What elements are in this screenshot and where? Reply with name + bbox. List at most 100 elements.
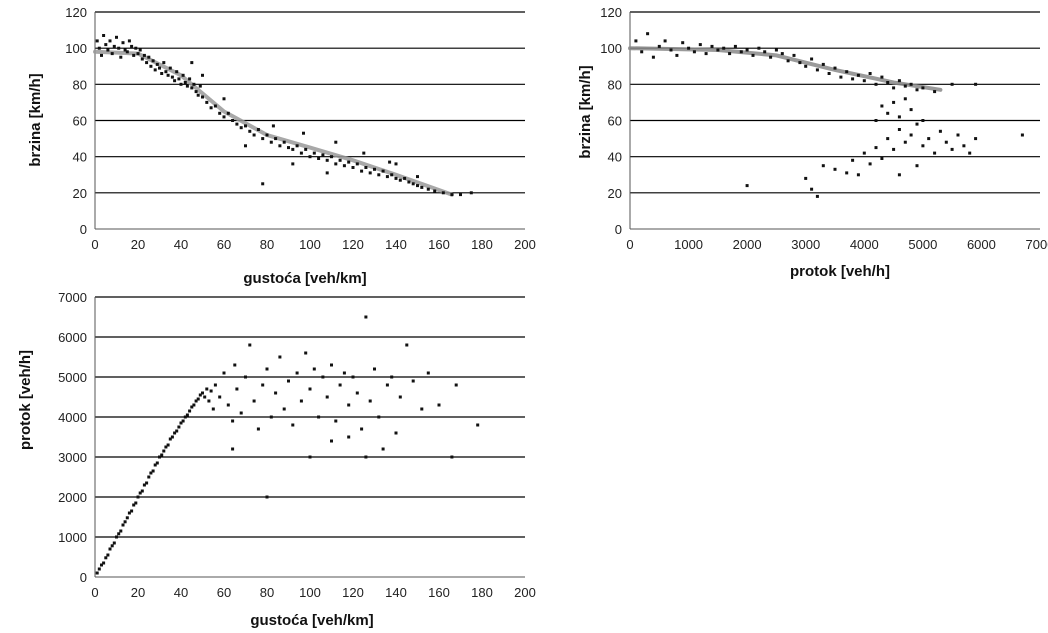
panel3-data-point	[132, 503, 136, 507]
panel2-data-point	[833, 167, 837, 171]
panel3-data-point	[170, 435, 174, 439]
panel2-data-point	[880, 157, 884, 160]
panel1-data-point	[390, 173, 394, 177]
panel3-data-point	[265, 367, 269, 371]
panel2-line	[628, 46, 943, 92]
panel2-data-point	[868, 72, 872, 75]
panel3-data-point	[168, 437, 172, 441]
panel3-data-point	[381, 447, 385, 451]
panel1-data-point	[334, 162, 338, 166]
panel1-data-point	[115, 35, 118, 39]
panel3-grid	[95, 296, 525, 538]
panel1-data-point	[188, 77, 192, 81]
panel1-data-point	[181, 73, 185, 77]
panel1-data-point	[190, 61, 194, 65]
panel1-data-point	[140, 57, 144, 61]
panel1-data-point	[175, 70, 179, 74]
panel-flow-speed: 0 1000 2000 3000 4000 5000 6000 7000 0 20 40 60 80 1…	[577, 5, 1048, 280]
panel2-data-point	[892, 86, 896, 90]
panel1-data-point	[213, 104, 217, 108]
panel3-data-point	[398, 395, 402, 399]
panel1-data-point	[338, 158, 342, 162]
panel3-points	[95, 315, 480, 575]
panel1-data-point	[252, 133, 256, 137]
panel3-data-point	[291, 423, 295, 427]
panel2-data-point	[915, 88, 919, 92]
panel3-data-point	[209, 389, 213, 393]
panel2-x-tick-label: 3000	[791, 237, 820, 252]
panel3-y-tick-label: 4000	[58, 410, 87, 425]
panel2-data-point	[892, 100, 896, 104]
panel3-data-point	[162, 449, 166, 453]
panel2-x-tick-label: 5000	[908, 237, 937, 252]
panel2-data-point	[921, 86, 925, 90]
panel1-x-tick-label: 180	[471, 237, 493, 252]
panel2-x-tick-label: 7000	[1026, 237, 1048, 252]
panel1-data-point	[261, 137, 265, 141]
panel1-yticks: 0 20 40 60 80 100 120	[65, 5, 87, 237]
panel3-data-point	[149, 471, 153, 475]
panel1-data-point	[317, 157, 321, 160]
panel3-data-point	[213, 383, 217, 387]
panel1-data-point	[269, 140, 273, 144]
panel2-data-point	[810, 187, 814, 191]
panel3-data-point	[125, 516, 129, 520]
panel1-x-tick-label: 200	[514, 237, 536, 252]
panel1-data-point	[420, 185, 424, 189]
panel2-data-point	[663, 39, 667, 43]
panel3-data-point	[123, 520, 127, 524]
panel1-data-point	[134, 46, 138, 50]
panel3-data-point	[405, 343, 409, 347]
panel3-data-point	[211, 407, 215, 411]
panel1-data-point	[231, 119, 235, 122]
panel1-data-point	[192, 82, 196, 86]
panel1-data-point	[248, 129, 252, 133]
panel3-data-point	[256, 427, 260, 431]
panel2-xticks: 0 1000 2000 3000 4000 5000 6000 7000	[626, 237, 1048, 252]
panel2-x-tick-label: 2000	[733, 237, 762, 252]
panel2-data-point	[921, 144, 925, 148]
panel2-y-tick-label: 0	[615, 222, 622, 237]
panel3-data-point	[102, 561, 106, 565]
panel2-x-axis-label: protok [veh/h]	[790, 263, 890, 280]
panel1-x-tick-label: 40	[174, 237, 188, 252]
panel1-data-point	[355, 162, 359, 166]
panel3-data-point	[196, 397, 200, 401]
panel2-data-point	[968, 151, 972, 155]
panel3-data-point	[351, 375, 355, 379]
panel1-data-point	[222, 97, 226, 101]
panel1-data-point	[119, 55, 123, 59]
panel2-y-tick-label: 120	[600, 5, 622, 20]
panel2-data-point	[933, 151, 937, 155]
panel3-data-point	[239, 411, 243, 415]
panel3-x-axis-label: gustoća [veh/km]	[250, 612, 373, 629]
panel3-data-point	[244, 375, 247, 379]
panel3-data-point	[373, 367, 376, 371]
panel3-data-point	[192, 403, 196, 407]
panel2-data-point	[675, 53, 679, 57]
panel3-y-tick-label: 1000	[58, 530, 87, 545]
panel3-y-tick-label: 2000	[58, 490, 87, 505]
panel1-data-point	[261, 182, 265, 186]
panel3-data-point	[179, 421, 183, 425]
panel2-data-point	[886, 137, 890, 141]
panel1-x-tick-label: 160	[428, 237, 450, 252]
panel2-data-point	[698, 43, 702, 47]
panel3-x-tick-label: 20	[131, 585, 145, 600]
panel1-data-point	[321, 153, 325, 157]
panel2-data-point	[874, 82, 878, 86]
panel2-data-point	[1020, 133, 1024, 137]
panel2-data-point	[704, 52, 708, 56]
panel3-data-point	[347, 403, 351, 407]
panel1-data-point	[334, 140, 338, 144]
panel1-data-point	[291, 162, 295, 166]
panel2-data-point	[745, 184, 749, 188]
panel2-data-point	[839, 75, 843, 79]
panel1-data-point	[142, 53, 146, 57]
panel3-data-point	[476, 423, 480, 427]
panel1-y-axis-label: brzina [km/h]	[27, 73, 44, 166]
panel1-data-point	[407, 180, 411, 184]
panel3-data-point	[338, 383, 342, 387]
panel3-data-point	[147, 475, 151, 479]
panel3-data-point	[450, 455, 454, 459]
